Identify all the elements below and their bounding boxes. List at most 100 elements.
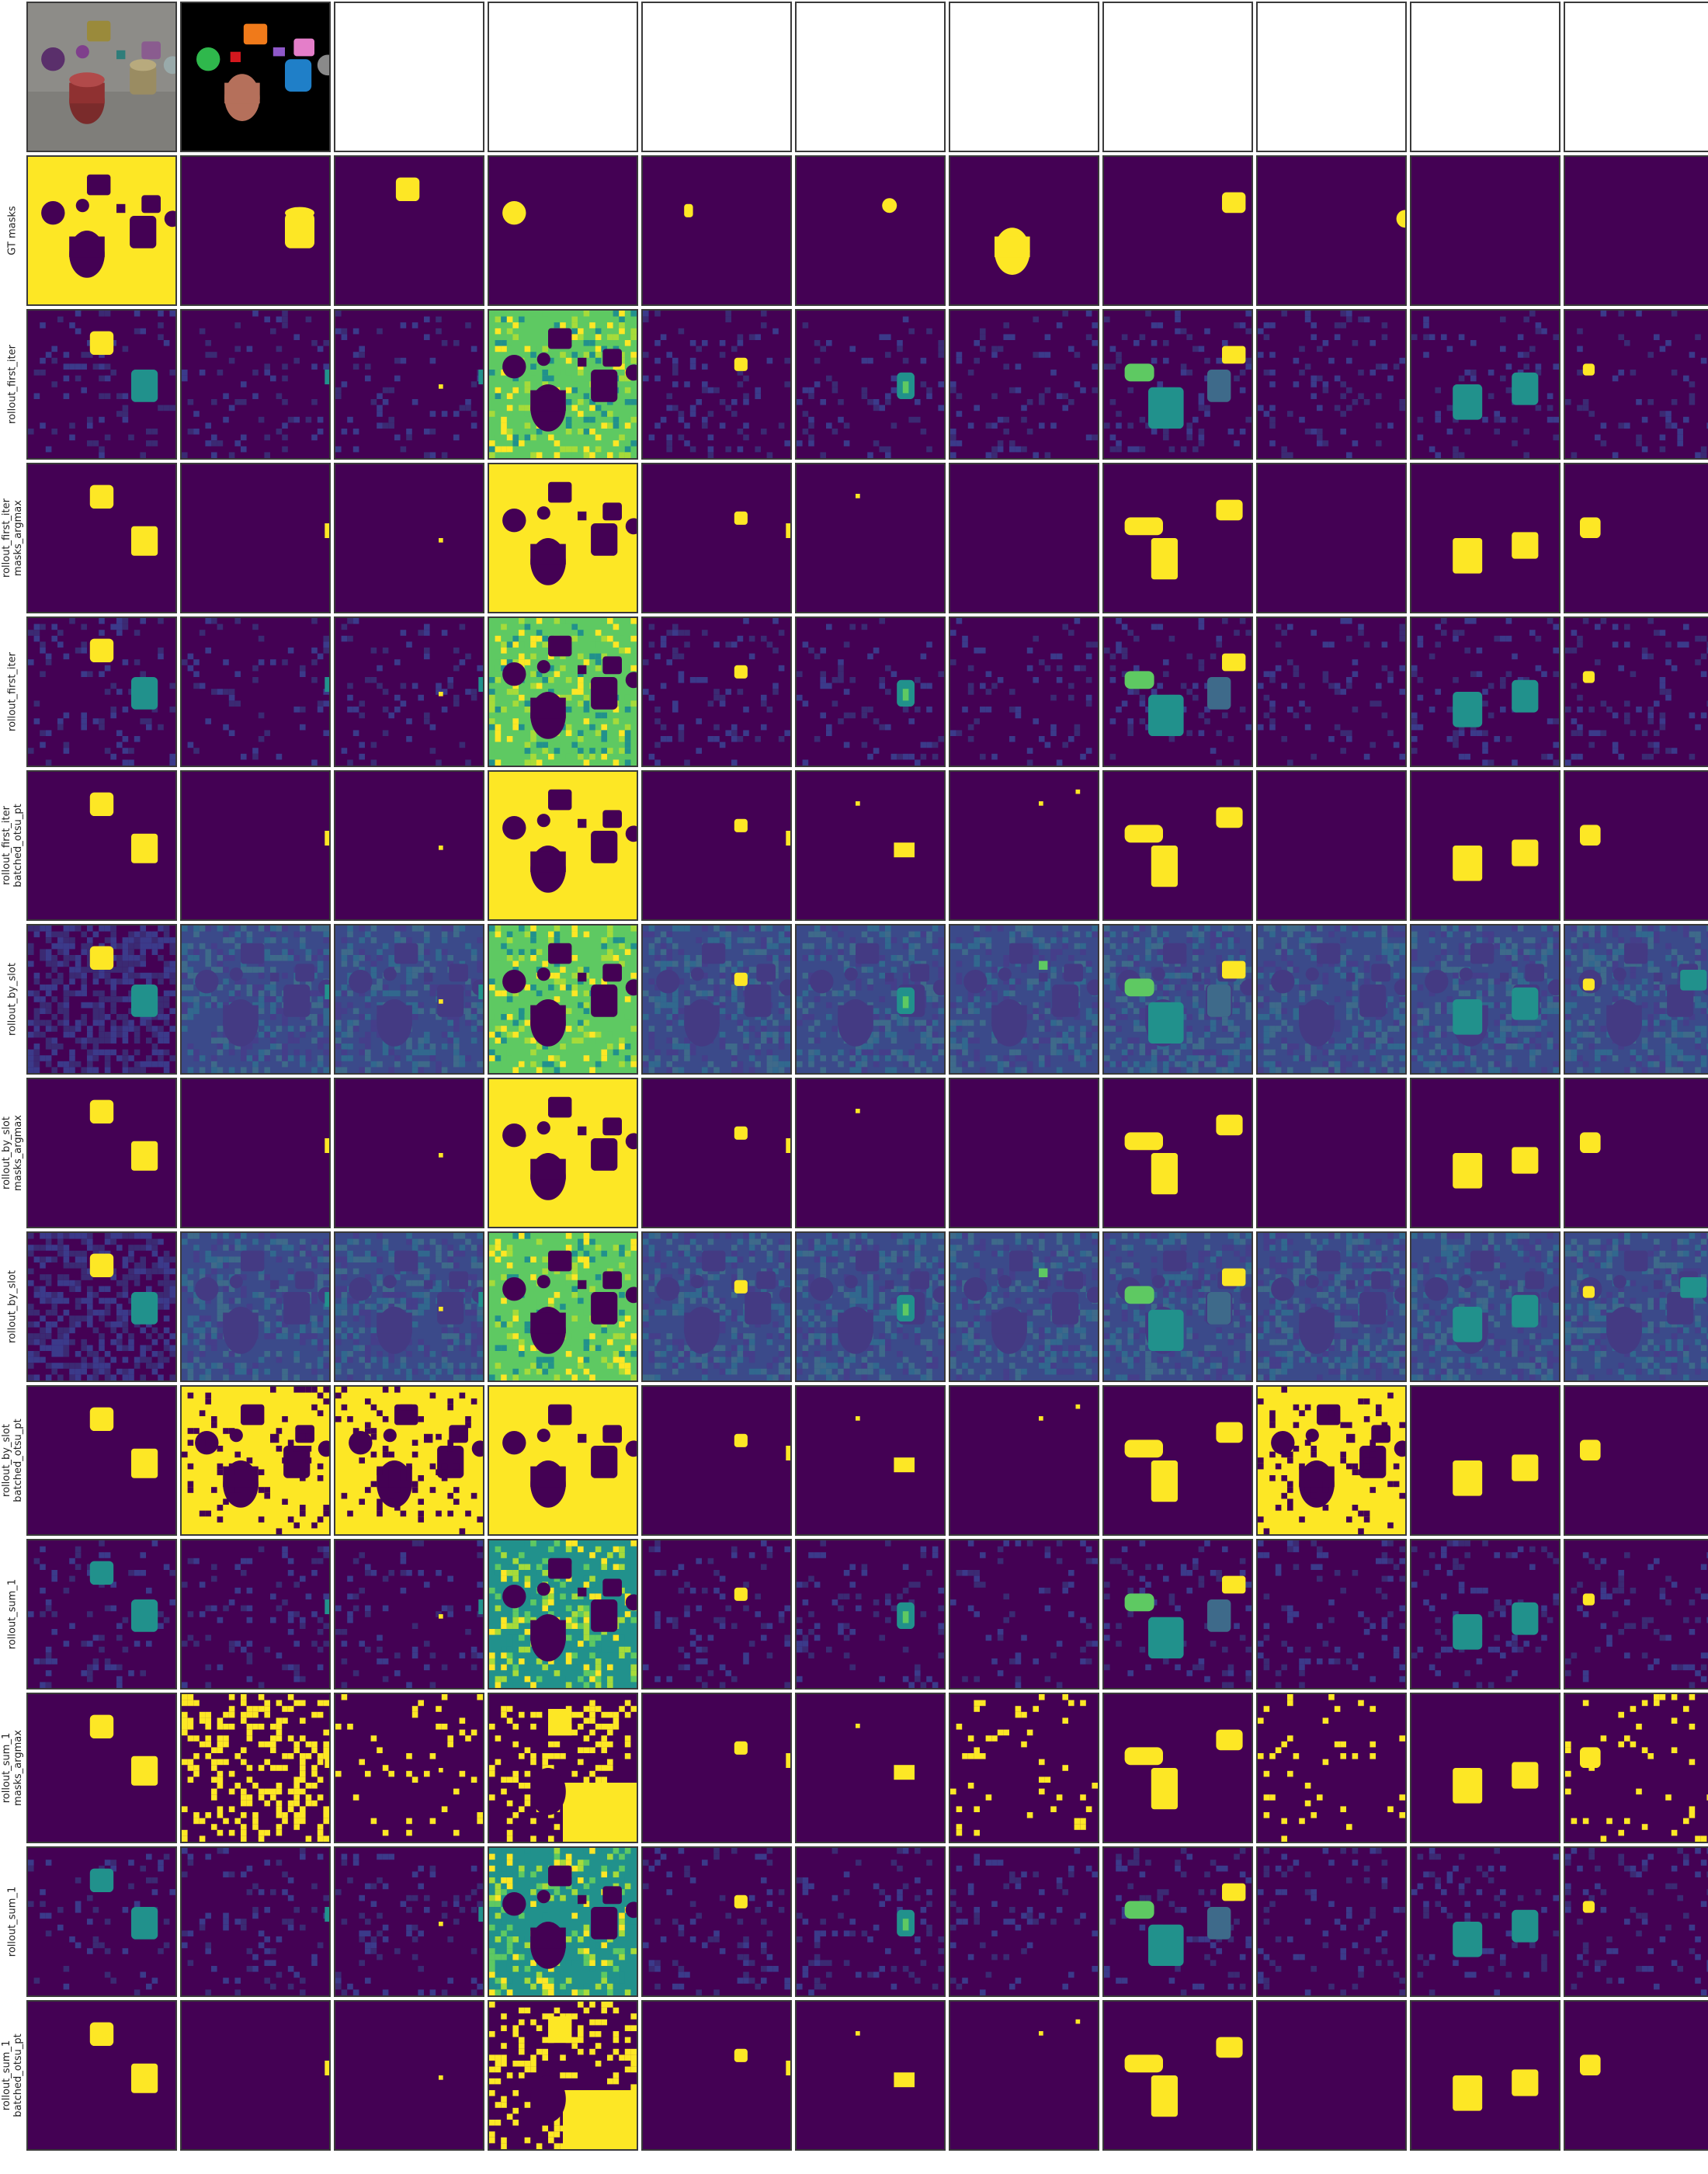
row-label-r13: rollout_sum_1 batched_otsu_pt — [0, 2000, 25, 2151]
slot-mask-cell — [334, 1539, 484, 1690]
slot-mask-cell — [334, 463, 484, 613]
slot-mask-cell — [26, 463, 177, 613]
slot-mask-cell — [1564, 616, 1708, 767]
slot-mask-cell — [1564, 2000, 1708, 2151]
slot-mask-cell — [1410, 924, 1560, 1075]
slot-mask-cell — [949, 309, 1099, 460]
slot-mask-cell — [334, 1693, 484, 1843]
slot-mask-cell — [949, 1385, 1099, 1536]
slot-mask-cell — [795, 1693, 946, 1843]
slot-mask-cell — [1564, 1846, 1708, 1997]
row-label-line: rollout_sum_1 — [6, 1886, 19, 1957]
slot-mask-cell — [1256, 770, 1407, 921]
row-label-line: rollout_first_iter — [1, 498, 12, 578]
slot-mask-cell — [180, 616, 331, 767]
slot-mask-cell — [334, 770, 484, 921]
row-label-line: masks_argmax — [12, 1730, 24, 1806]
row-label-r0 — [0, 2, 25, 152]
slot-mask-cell — [180, 924, 331, 1075]
slot-mask-cell — [26, 1539, 177, 1690]
slot-mask-cell — [949, 616, 1099, 767]
slot-mask-cell — [1256, 309, 1407, 460]
row-label-r6: rollout_by_slot — [0, 924, 25, 1075]
slot-mask-cell — [1410, 1539, 1560, 1690]
gt-mask-cell — [1410, 155, 1560, 306]
slot-mask-cell — [488, 1846, 638, 1997]
slot-mask-cell — [26, 2000, 177, 2151]
slot-mask-cell — [1256, 1385, 1407, 1536]
slot-mask-cell — [488, 924, 638, 1075]
row-label-line: rollout_sum_1 — [6, 1578, 19, 1650]
slot-mask-cell — [1256, 1693, 1407, 1843]
slot-mask-cell — [795, 309, 946, 460]
row-label-line: GT masks — [6, 206, 19, 255]
slot-mask-cell — [334, 616, 484, 767]
clevr-scene-image — [26, 2, 177, 152]
slot-mask-cell — [1102, 1693, 1253, 1843]
empty-cell — [1410, 2, 1560, 152]
row-label-r9: rollout_by_slot batched_otsu_pt — [0, 1385, 25, 1536]
slot-mask-cell — [1410, 1385, 1560, 1536]
row-label-line: rollout_first_iter — [6, 345, 19, 424]
gt-mask-cell — [334, 155, 484, 306]
slot-mask-cell — [949, 1078, 1099, 1228]
slot-mask-cell — [26, 309, 177, 460]
slot-mask-cell — [949, 2000, 1099, 2151]
empty-cell — [1102, 2, 1253, 152]
row-label-line: masks_argmax — [12, 500, 24, 576]
slot-mask-cell — [488, 770, 638, 921]
slot-mask-cell — [1102, 2000, 1253, 2151]
slot-mask-cell — [795, 770, 946, 921]
row-label-line: masks_argmax — [12, 1115, 24, 1191]
slot-mask-cell — [1564, 1539, 1708, 1690]
slot-mask-cell — [641, 1231, 792, 1382]
slot-mask-cell — [641, 1846, 792, 1997]
slot-mask-cell — [334, 1078, 484, 1228]
empty-cell — [949, 2, 1099, 152]
slot-mask-cell — [488, 1539, 638, 1690]
slot-mask-cell — [334, 309, 484, 460]
slot-mask-cell — [641, 1693, 792, 1843]
slot-mask-cell — [1256, 1539, 1407, 1690]
slot-mask-cell — [1102, 1231, 1253, 1382]
slot-mask-cell — [26, 1846, 177, 1997]
row-label-line: batched_otsu_pt — [12, 1419, 24, 1502]
slot-mask-cell — [26, 1078, 177, 1228]
row-label-line: rollout_sum_1 — [1, 1732, 12, 1804]
slot-mask-cell — [1256, 616, 1407, 767]
slot-mask-cell — [488, 2000, 638, 2151]
slot-mask-cell — [1410, 463, 1560, 613]
empty-cell — [488, 2, 638, 152]
empty-cell — [795, 2, 946, 152]
empty-cell — [1256, 2, 1407, 152]
gt-mask-cell — [26, 155, 177, 306]
slot-mask-cell — [795, 2000, 946, 2151]
slot-mask-cell — [488, 616, 638, 767]
slot-mask-cell — [795, 616, 946, 767]
row-label-r12: rollout_sum_1 — [0, 1846, 25, 1997]
slot-mask-cell — [1410, 616, 1560, 767]
slot-mask-cell — [180, 1693, 331, 1843]
gt-mask-cell — [1256, 155, 1407, 306]
slot-mask-cell — [180, 1846, 331, 1997]
slot-mask-cell — [641, 616, 792, 767]
row-label-r10: rollout_sum_1 — [0, 1539, 25, 1690]
slot-mask-cell — [26, 1385, 177, 1536]
slot-mask-cell — [26, 1693, 177, 1843]
slot-mask-cell — [26, 616, 177, 767]
slot-mask-cell — [1102, 463, 1253, 613]
slot-mask-cell — [1256, 1231, 1407, 1382]
slot-mask-cell — [1102, 309, 1253, 460]
slot-mask-cell — [795, 1231, 946, 1382]
gt-mask-cell — [949, 155, 1099, 306]
slot-mask-cell — [1564, 463, 1708, 613]
slot-mask-cell — [180, 463, 331, 613]
slot-mask-cell — [641, 1078, 792, 1228]
slot-mask-cell — [795, 1539, 946, 1690]
row-label-r3: rollout_first_iter masks_argmax — [0, 463, 25, 613]
slot-mask-cell — [949, 463, 1099, 613]
slot-mask-cell — [180, 2000, 331, 2151]
row-label-line: batched_otsu_pt — [12, 2033, 24, 2117]
slot-mask-cell — [26, 770, 177, 921]
slot-mask-cell — [1564, 1385, 1708, 1536]
